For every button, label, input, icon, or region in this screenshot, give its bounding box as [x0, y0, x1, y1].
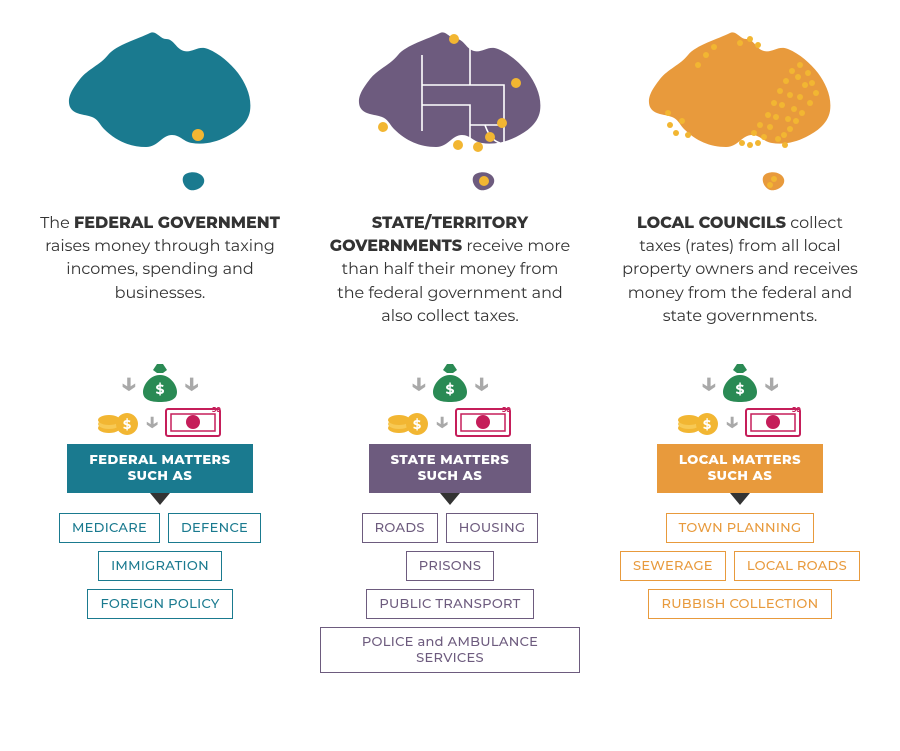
money-icons-federal: ↓ $ ↓ [120, 364, 200, 402]
column-state: STATE/TERRITORY GOVERNMENTS receive more… [320, 20, 580, 673]
arrow-down-icon: ↓ [435, 407, 449, 436]
tag-prisons: PRISONS [406, 551, 494, 581]
tag-sewerage: SEWERAGE [620, 551, 726, 581]
money-icons-federal-2: $ ↓ 50 [97, 404, 223, 438]
banknote-icon: 50 [165, 404, 223, 438]
australia-shape-icon [649, 32, 830, 147]
arrow-down-icon: ↓ [473, 366, 490, 400]
tag-rubbish-collection: RUBBISH COLLECTION [648, 589, 831, 619]
federal-description: The FEDERAL GOVERNMENT raises money thro… [30, 212, 290, 362]
australia-shape-icon [69, 32, 250, 147]
svg-text:$: $ [123, 417, 131, 433]
map-federal [60, 20, 260, 200]
coins-icon: $ [677, 406, 719, 436]
money-icons-local-2: $ ↓ 50 [677, 404, 803, 438]
money-icons-state-2: $ ↓ 50 [387, 404, 513, 438]
arrow-down-icon: ↓ [145, 407, 159, 436]
money-bag-icon: $ [723, 364, 757, 402]
money-icons-local: ↓ $ ↓ [700, 364, 780, 402]
column-local: LOCAL COUNCILS collect taxes (rates) fro… [610, 20, 870, 673]
svg-text:$: $ [413, 417, 421, 433]
tag-police-ambulance: POLICE and AMBULANCE SERVICES [320, 627, 580, 673]
tag-roads: ROADS [362, 513, 438, 543]
svg-text:50: 50 [792, 405, 801, 414]
tag-foreign-policy: FOREIGN POLICY [87, 589, 232, 619]
tag-town-planning: TOWN PLANNING [666, 513, 815, 543]
local-tags: TOWN PLANNING SEWERAGE LOCAL ROADS RUBBI… [610, 513, 870, 619]
banknote-icon: 50 [745, 404, 803, 438]
arrow-down-icon: ↓ [700, 366, 717, 400]
local-banner: LOCAL MATTERSSUCH AS [657, 444, 823, 493]
tag-housing: HOUSING [446, 513, 539, 543]
map-state [350, 20, 550, 200]
money-icons-state: ↓ $ ↓ [410, 364, 490, 402]
arrow-down-icon: ↓ [410, 366, 427, 400]
arrow-down-icon: ↓ [183, 366, 200, 400]
tag-medicare: MEDICARE [59, 513, 160, 543]
infographic-columns: The FEDERAL GOVERNMENT raises money thro… [30, 20, 870, 673]
svg-text:$: $ [703, 417, 711, 433]
svg-text:50: 50 [502, 405, 511, 414]
column-federal: The FEDERAL GOVERNMENT raises money thro… [30, 20, 290, 673]
federal-banner: FEDERAL MATTERSSUCH AS [67, 444, 252, 493]
state-tags: ROADS HOUSING PRISONS PUBLIC TRANSPORT P… [320, 513, 580, 673]
arrow-down-icon: ↓ [763, 366, 780, 400]
tag-local-roads: LOCAL ROADS [734, 551, 860, 581]
svg-text:$: $ [736, 380, 745, 398]
money-bag-icon: $ [433, 364, 467, 402]
tasmania-shape-icon [183, 172, 204, 190]
local-description: LOCAL COUNCILS collect taxes (rates) fro… [610, 212, 870, 362]
coins-icon: $ [387, 406, 429, 436]
coins-icon: $ [97, 406, 139, 436]
tag-public-transport: PUBLIC TRANSPORT [366, 589, 533, 619]
svg-text:50: 50 [212, 405, 221, 414]
federal-tags: MEDICARE DEFENCE IMMIGRATION FOREIGN POL… [30, 513, 290, 619]
map-local [640, 20, 840, 200]
arrow-down-icon: ↓ [120, 366, 137, 400]
state-banner: STATE MATTERSSUCH AS [369, 444, 532, 493]
svg-text:$: $ [156, 380, 165, 398]
banknote-icon: 50 [455, 404, 513, 438]
capital-dot-icon [192, 129, 204, 141]
tag-defence: DEFENCE [168, 513, 261, 543]
arrow-down-icon: ↓ [725, 407, 739, 436]
state-description: STATE/TERRITORY GOVERNMENTS receive more… [320, 212, 580, 362]
money-bag-icon: $ [143, 364, 177, 402]
svg-text:$: $ [446, 380, 455, 398]
tag-immigration: IMMIGRATION [98, 551, 222, 581]
